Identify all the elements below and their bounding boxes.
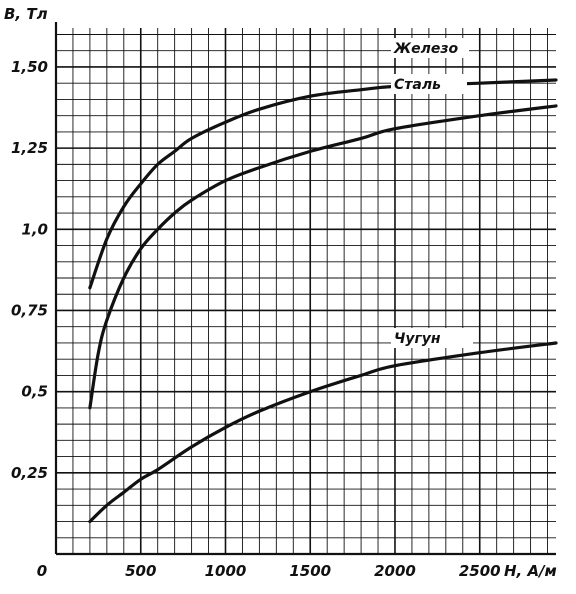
curve-series-2 <box>88 104 558 410</box>
series-labels: Железо Сталь Чугун <box>391 38 473 348</box>
x-tick-label: 500 <box>125 562 156 580</box>
x-tick-label: 2000 <box>374 562 416 580</box>
series-label-1: Железо <box>393 41 459 57</box>
x-tick-label: 2500 <box>459 562 501 580</box>
y-tick-label: 0,5 <box>21 383 48 401</box>
series-label-background <box>391 38 469 58</box>
y-tick-label: 0,25 <box>11 464 48 482</box>
x-tick-label: 1500 <box>289 562 331 580</box>
x-tick-label: 1000 <box>205 562 247 580</box>
series-label-background <box>391 328 473 348</box>
series-label-3: Чугун <box>394 331 441 347</box>
y-tick-label: 0,75 <box>11 301 48 319</box>
grid <box>56 28 556 554</box>
y-axis-label: B, Тл <box>4 5 48 23</box>
x-axis-label: H, А/м <box>504 562 557 580</box>
tick-labels: 0,25 0,5 0,75 1,0 1,25 1,50 0 500 1000 1500 2000 25… <box>11 58 501 580</box>
series-label-2: Сталь <box>394 77 441 93</box>
y-tick-label: 1,25 <box>11 139 48 157</box>
y-tick-label: 1,0 <box>21 220 48 238</box>
axes <box>54 22 556 556</box>
series-label-background <box>391 74 467 94</box>
y-tick-label: 1,50 <box>11 58 48 76</box>
x-tick-label: 0 <box>37 562 47 580</box>
curve-series-3 <box>88 341 558 524</box>
